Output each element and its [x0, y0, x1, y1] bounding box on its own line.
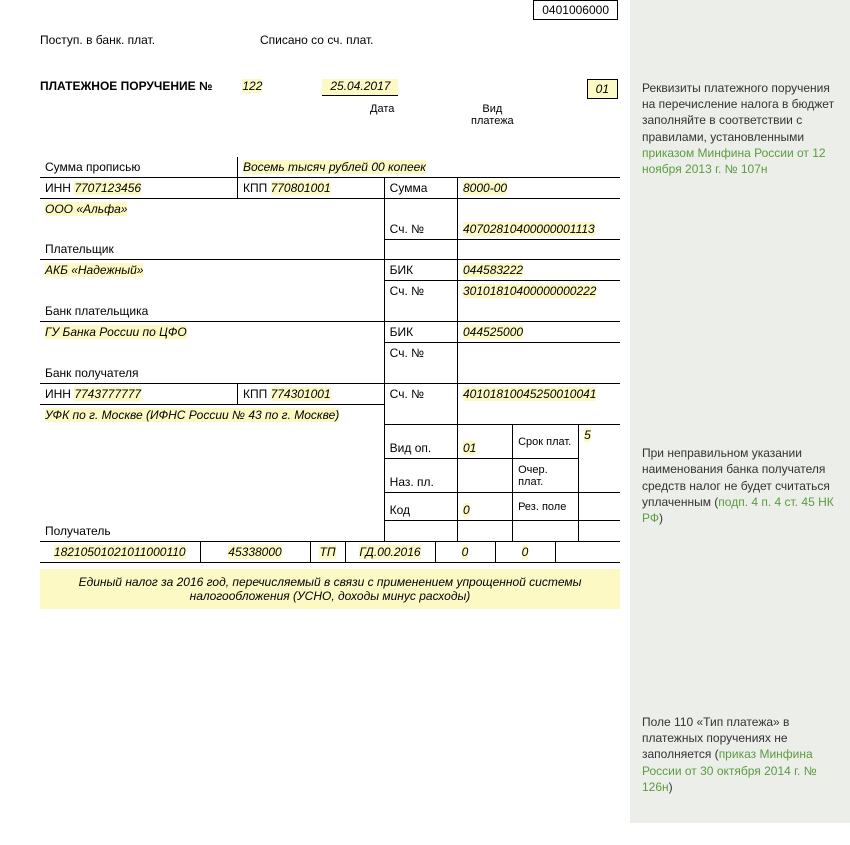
payee-kpp: 774301001	[271, 387, 331, 401]
budget-fields-row: 18210501021011000110 45338000 ТП ГД.00.2…	[40, 542, 620, 563]
payer-inn-label: ИНН	[45, 181, 71, 195]
code-label: Код	[384, 493, 457, 521]
status-code: 01	[587, 79, 618, 99]
payee-acct-label: Сч. №	[384, 384, 457, 405]
payer-bank-label: Банк плательщика	[40, 301, 384, 322]
payer-label: Плательщик	[40, 239, 384, 260]
type-sublabel: Вид платежа	[462, 103, 522, 127]
note-3: Поле 110 «Тип платежа» в платежных поруч…	[642, 714, 840, 795]
payee-kpp-label: КПП	[243, 387, 267, 401]
code-value: 0	[463, 503, 470, 517]
ocher-value: 5	[584, 428, 591, 442]
payment-grid: Сумма прописью Восемь тысяч рублей 00 ко…	[40, 157, 620, 542]
docdate: 0	[522, 545, 529, 559]
basis: ТП	[319, 545, 335, 559]
payee-bank-name: ГУ Банка России по ЦФО	[45, 325, 187, 339]
payee-bank-acct-label: Сч. №	[384, 343, 457, 364]
oktmo: 45338000	[228, 545, 281, 559]
note-1-text: Реквизиты платежного поручения на перечи…	[642, 81, 834, 144]
note-1-link[interactable]: приказом Минфина России от 12 ноября 201…	[642, 146, 826, 176]
payee-acct: 40101810045250010041	[463, 387, 596, 401]
kbk: 18210501021011000110	[54, 545, 186, 559]
op-type: 01	[463, 441, 476, 455]
order-date: 25.04.2017	[322, 79, 398, 96]
payment-order-form: 0401006000 Поступ. в банк. плат. Списано…	[0, 0, 630, 823]
received-label: Поступ. в банк. плат.	[40, 33, 260, 47]
naz-pl-label: Наз. пл.	[384, 459, 457, 493]
payee-bank-bik-label: БИК	[384, 322, 457, 343]
payee-inn: 7743777777	[74, 387, 141, 401]
annotations-sidebar: Реквизиты платежного поручения на перечи…	[630, 0, 850, 823]
op-type-label: Вид оп.	[384, 425, 457, 459]
sum-value: 8000-00	[463, 181, 507, 195]
payee-name: УФК по г. Москве (ИФНС России № 43 по г.…	[45, 408, 339, 422]
ocher-label: Очер. плат.	[513, 459, 579, 493]
payer-inn: 7707123456	[74, 181, 141, 195]
payee-bank-bik: 044525000	[463, 325, 523, 339]
sum-label: Сумма	[384, 178, 457, 199]
payer-kpp-label: КПП	[243, 181, 267, 195]
order-number: 122	[242, 79, 262, 93]
payee-label: Получатель	[40, 521, 384, 542]
payee-bank-label: Банк получателя	[40, 363, 384, 384]
payee-inn-label: ИНН	[45, 387, 71, 401]
debited-label: Списано со сч. плат.	[260, 33, 374, 47]
payer-acct: 40702810400000001113	[463, 222, 595, 236]
date-sublabel: Дата	[370, 103, 394, 127]
payer-bank-bik-label: БИК	[384, 260, 457, 281]
note-2-close: )	[659, 511, 663, 525]
docnum: 0	[462, 545, 469, 559]
note-3-close: )	[669, 780, 673, 794]
rez-label: Рез. поле	[513, 493, 579, 521]
note-1: Реквизиты платежного поручения на перечи…	[642, 80, 840, 177]
payer-bank-name: АКБ «Надежный»	[45, 263, 143, 277]
srok-label: Срок плат.	[513, 425, 579, 459]
payer-kpp: 770801001	[271, 181, 331, 195]
payer-bank-acct-label: Сч. №	[384, 281, 457, 302]
form-code-box: 0401006000	[533, 0, 618, 20]
period: ГД.00.2016	[359, 545, 420, 559]
payer-name: ООО «Альфа»	[45, 202, 127, 216]
payer-bank-bik: 044583222	[463, 263, 523, 277]
sum-words-value: Восемь тысяч рублей 00 копеек	[243, 160, 426, 174]
payment-purpose: Единый налог за 2016 год, перечисляемый …	[40, 569, 620, 609]
note-2: При неправильном указании наименования б…	[642, 445, 840, 526]
payer-acct-label: Сч. №	[384, 219, 457, 240]
order-title: ПЛАТЕЖНОЕ ПОРУЧЕНИЕ №	[40, 79, 212, 93]
sum-words-label: Сумма прописью	[40, 157, 237, 178]
payer-bank-acct: 30101810400000000222	[463, 284, 596, 298]
